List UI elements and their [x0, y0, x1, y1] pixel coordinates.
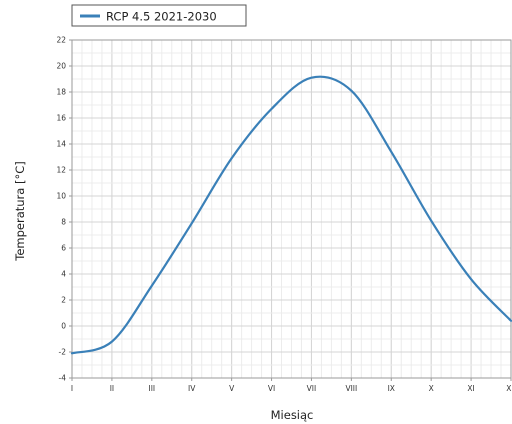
data-point — [430, 220, 432, 222]
x-tick-label: XII — [506, 384, 512, 393]
x-tick-label: II — [110, 384, 114, 393]
x-tick-label: XI — [467, 384, 474, 393]
y-tick-label: -4 — [59, 374, 67, 383]
data-point — [111, 341, 113, 343]
data-point — [310, 77, 312, 79]
y-tick-label: 10 — [56, 192, 66, 201]
x-tick-label: IV — [188, 384, 196, 393]
data-point — [350, 90, 352, 92]
y-tick-label: 8 — [61, 218, 66, 227]
x-tick-label: VI — [268, 384, 275, 393]
series-line — [70, 75, 512, 355]
x-tick-label: I — [71, 384, 73, 393]
y-tick-label: 0 — [61, 322, 66, 331]
y-tick-label: 4 — [61, 270, 66, 279]
x-tick-label: V — [229, 384, 235, 393]
x-tick-label: VIII — [345, 384, 357, 393]
x-axis-ticks: IIIIIIIVVVIVIIVIIIIXXXIXII — [71, 378, 512, 393]
x-tick-label: IX — [388, 384, 395, 393]
y-tick-label: 6 — [61, 244, 66, 253]
data-point — [231, 157, 233, 159]
series-layer — [70, 75, 512, 355]
y-tick-label: -2 — [59, 348, 67, 357]
data-point — [71, 352, 73, 354]
y-tick-label: 18 — [56, 88, 66, 97]
data-point — [191, 222, 193, 224]
x-tick-label: III — [148, 384, 155, 393]
gridlines — [71, 39, 512, 379]
x-axis-title: Miesiąc — [271, 408, 314, 422]
legend-box — [71, 4, 247, 27]
legend: RCP 4.5 2021-2030 — [71, 4, 247, 27]
y-tick-label: 12 — [56, 166, 66, 175]
data-point — [151, 285, 153, 287]
x-tick-label: X — [429, 384, 434, 393]
y-axis-title: Temperatura [°C] — [13, 161, 27, 261]
y-tick-label: 16 — [56, 114, 66, 123]
data-point — [470, 278, 472, 280]
y-tick-label: 14 — [56, 140, 66, 149]
plot-frame — [71, 39, 512, 379]
y-tick-label: 22 — [56, 36, 66, 45]
x-tick-label: VII — [307, 384, 317, 393]
y-tick-label: 2 — [61, 296, 66, 305]
y-axis-ticks: -4 -2 0 2 4 6 8 10 12 14 16 18 20 22 — [56, 36, 72, 383]
data-point — [390, 151, 392, 153]
legend-label: RCP 4.5 2021-2030 — [106, 10, 217, 24]
y-tick-label: 20 — [56, 62, 66, 71]
data-point — [270, 108, 272, 110]
